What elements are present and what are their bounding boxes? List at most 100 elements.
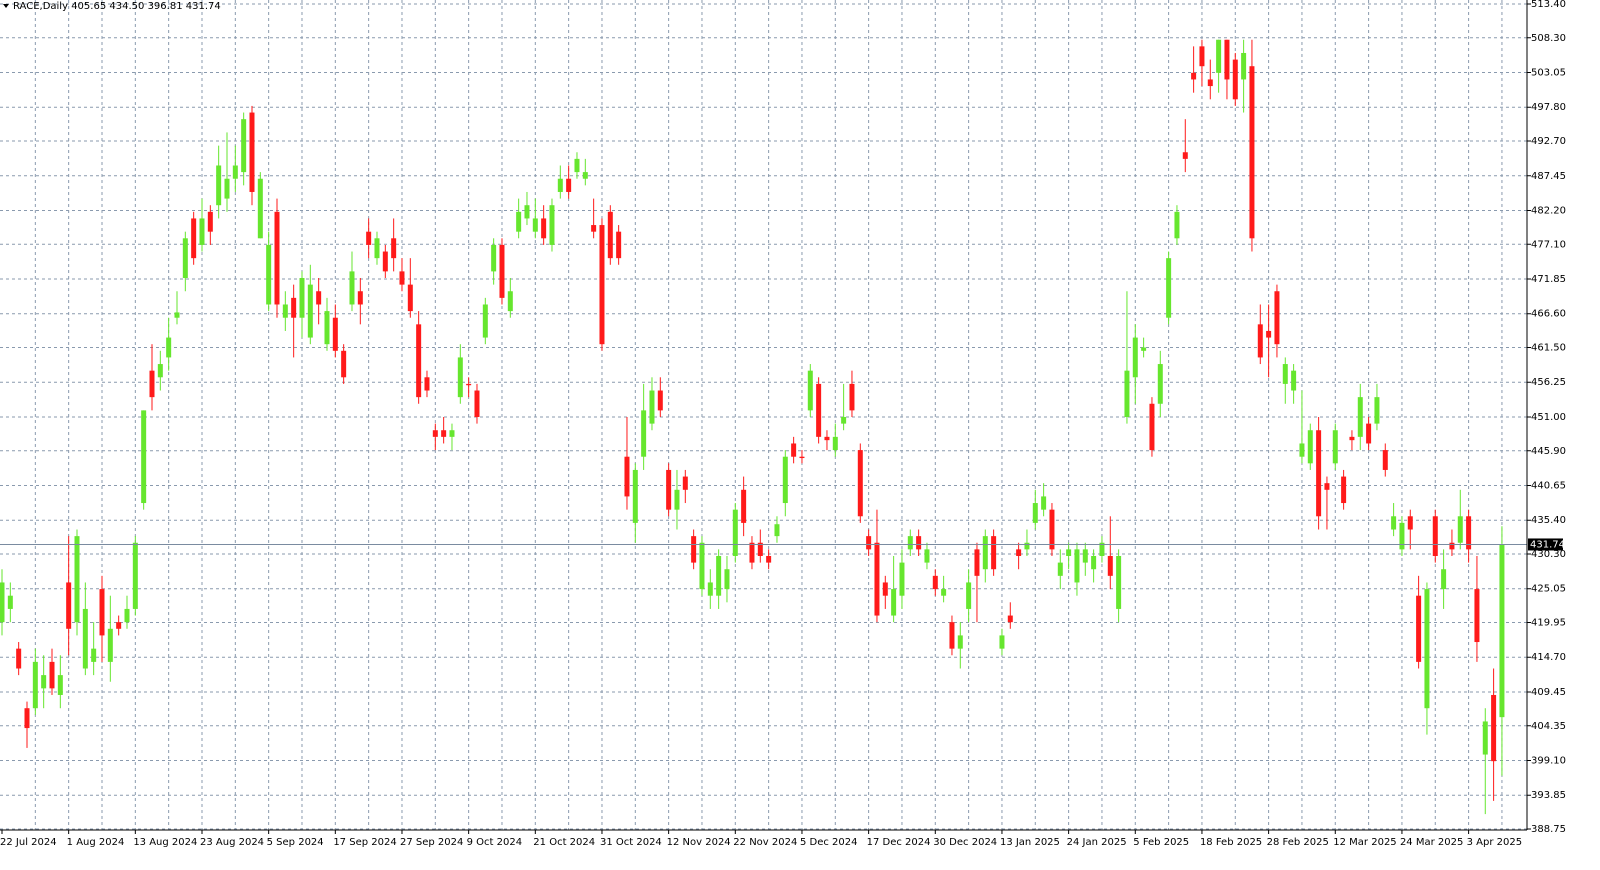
y-tick-label: 456.25 [1531, 377, 1566, 388]
x-tick-label: 18 Feb 2025 [1200, 837, 1262, 848]
candle-body [41, 675, 47, 689]
candle-body [957, 635, 963, 649]
candle-body [107, 628, 113, 662]
candle-body [432, 430, 438, 437]
candle-body [1191, 72, 1197, 80]
symbol: RACE,Daily [13, 1, 68, 12]
candle-body [166, 337, 172, 358]
candle-body [207, 211, 213, 232]
candle-body [1391, 516, 1397, 530]
candle-body [757, 542, 763, 556]
candle-body [691, 536, 697, 563]
candle-body [32, 661, 38, 709]
candle-body [1299, 443, 1305, 457]
header: RACE,Daily 405.65 434.50 396.81 431.74 [13, 1, 221, 12]
candle-body [174, 312, 180, 318]
candle-body [924, 549, 930, 563]
x-tick-label: 28 Feb 2025 [1267, 837, 1329, 848]
candle-body [791, 443, 797, 457]
candle-body [891, 589, 897, 616]
price-tag-label: 431.74 [1530, 539, 1565, 550]
candle-body [866, 536, 872, 550]
candle-body [966, 582, 972, 609]
candle-body [324, 311, 330, 345]
candle-body [7, 595, 13, 609]
y-tick-label: 461.50 [1531, 343, 1566, 354]
y-tick-label: 430.30 [1531, 549, 1566, 560]
candle-body [382, 251, 388, 272]
x-tick-label: 22 Nov 2024 [733, 837, 797, 848]
candle-body [1166, 258, 1172, 318]
candle-body [582, 172, 588, 179]
candle-body [132, 542, 138, 609]
y-tick-label: 393.85 [1531, 790, 1566, 801]
candle-body [1474, 589, 1480, 643]
candle-body [1307, 430, 1313, 464]
candle-body [899, 562, 905, 596]
candle-body [557, 178, 563, 192]
ohlc-open: 405.65 [71, 1, 106, 12]
x-tick-label: 22 Jul 2024 [0, 837, 57, 848]
candle-body [799, 456, 805, 459]
candle-body [449, 430, 455, 437]
candle-body [66, 582, 72, 629]
candle-body [124, 608, 130, 623]
x-tick-label: 23 Aug 2024 [200, 837, 264, 848]
y-tick-label: 477.10 [1531, 239, 1566, 250]
candle-body [832, 436, 838, 451]
x-tick-label: 24 Mar 2025 [1400, 837, 1463, 848]
y-tick-label: 404.35 [1531, 721, 1566, 732]
ohlc-low: 396.81 [148, 1, 183, 12]
y-tick-label: 435.40 [1531, 515, 1566, 526]
candle-body [1224, 39, 1230, 80]
candle-body [1132, 337, 1138, 378]
candle-body [732, 509, 738, 556]
candle-body [457, 357, 463, 398]
candle-body [49, 661, 55, 689]
x-tick-label: 31 Oct 2024 [600, 837, 662, 848]
x-tick-label: 12 Nov 2024 [667, 837, 731, 848]
candle-body [1016, 549, 1022, 556]
candle-body [374, 238, 380, 259]
candle-body [149, 370, 155, 398]
x-tick-label: 5 Dec 2024 [800, 837, 858, 848]
candle-body [74, 536, 80, 623]
candle-body [1174, 211, 1180, 239]
y-tick-label: 513.40 [1531, 0, 1566, 10]
candle-body [157, 364, 163, 378]
candle-body [874, 542, 880, 616]
candle-body [591, 225, 597, 232]
candle-body [141, 410, 147, 504]
candle-body [291, 297, 297, 318]
candle-body [482, 304, 488, 338]
candle-body [782, 456, 788, 504]
candle-body [1366, 423, 1372, 444]
y-tick-label: 492.70 [1531, 136, 1566, 147]
candle-body [807, 370, 813, 411]
x-tick-label: 21 Oct 2024 [533, 837, 595, 848]
candle-body [1041, 496, 1047, 510]
y-tick-label: 440.65 [1531, 480, 1566, 491]
grid [0, 0, 1527, 830]
candle-body [1199, 46, 1205, 67]
y-tick-label: 399.10 [1531, 755, 1566, 766]
candle-body [424, 377, 430, 391]
candle-body [941, 589, 947, 596]
candle-body [1116, 555, 1122, 609]
candle-body [349, 271, 355, 305]
y-tick-label: 451.00 [1531, 412, 1566, 423]
candle-body [1032, 503, 1038, 523]
candle-body [266, 244, 272, 305]
candle-body [257, 178, 263, 239]
candle-body [541, 218, 547, 239]
candle-body [341, 350, 347, 378]
candle-body [682, 476, 688, 490]
x-tick-label: 9 Oct 2024 [467, 837, 522, 848]
candle-body [1082, 549, 1088, 563]
candle-body [982, 536, 988, 570]
candle-body [766, 555, 772, 563]
candle-body [524, 205, 530, 219]
candle-body [1466, 516, 1472, 550]
y-tick-label: 503.05 [1531, 68, 1566, 79]
candle-body [749, 542, 755, 563]
